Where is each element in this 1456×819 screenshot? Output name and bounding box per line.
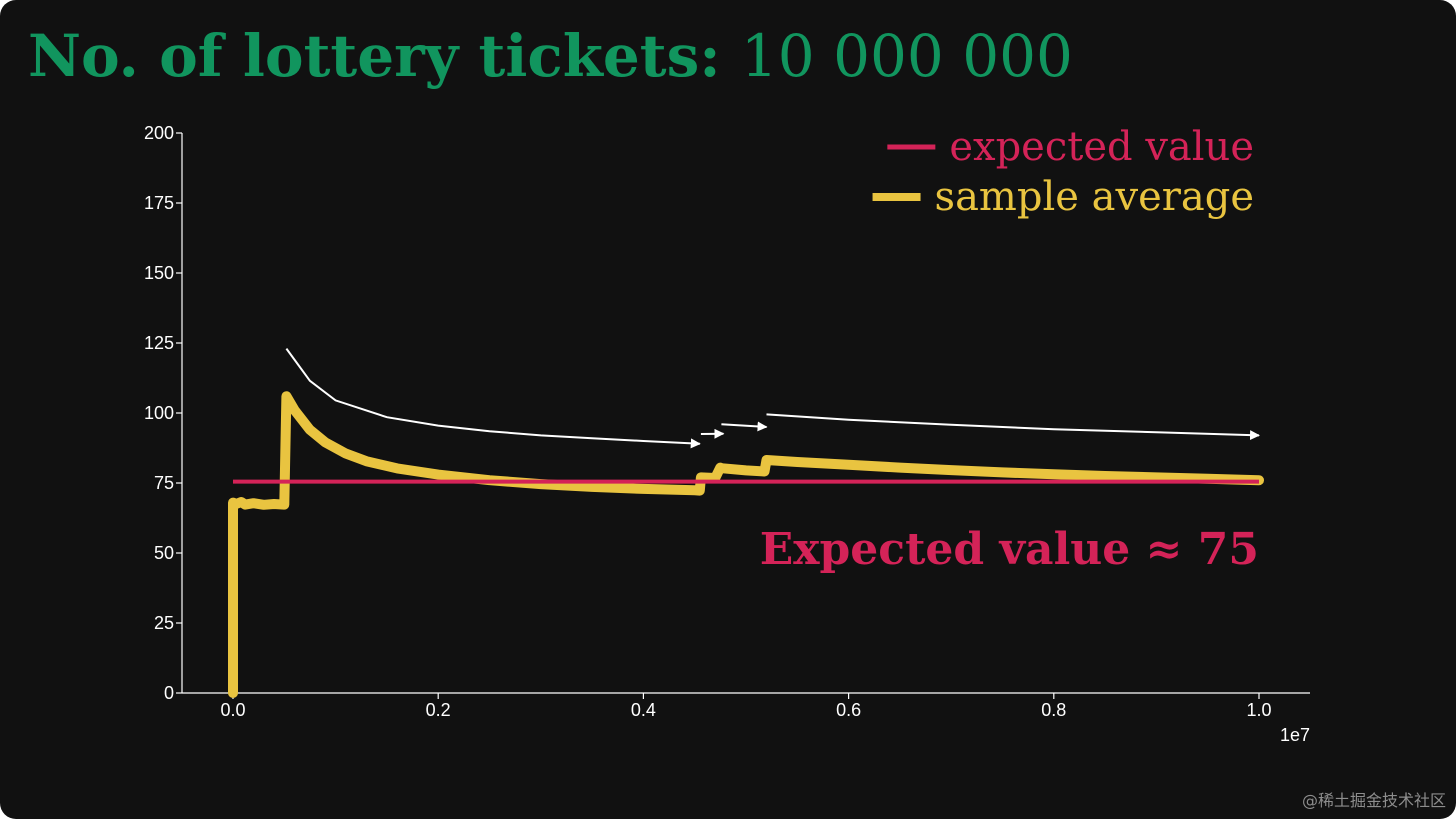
- expected-value-annotation: Expected value ≈ 75: [760, 524, 1259, 575]
- series-layer: [228, 391, 1264, 698]
- x-tick-label: 1.0: [1246, 700, 1271, 720]
- y-tick-label: 50: [154, 543, 174, 563]
- legend-label: sample average: [935, 174, 1254, 220]
- title-label: No. of lottery tickets:: [28, 22, 721, 90]
- chart-title: No. of lottery tickets: 10 000 000: [28, 16, 1073, 96]
- sample-average-line: [228, 391, 1264, 698]
- trend-arrow: [285, 348, 701, 449]
- x-tick-label: 0.0: [220, 700, 245, 720]
- trend-arrow: [766, 413, 1260, 441]
- legend-label: expected value: [949, 124, 1254, 170]
- annotations: Expected value ≈ 75: [760, 524, 1259, 575]
- x-offset-label: 1e7: [1280, 725, 1310, 745]
- watermark: @稀土掘金技术社区: [1301, 791, 1446, 810]
- y-tick-label: 25: [154, 613, 174, 633]
- y-tick-label: 125: [144, 333, 174, 353]
- x-tick-label: 0.2: [426, 700, 451, 720]
- x-tick-label: 0.4: [631, 700, 656, 720]
- y-tick-label: 75: [154, 473, 174, 493]
- y-tick-label: 100: [144, 403, 174, 423]
- trend-arrow: [721, 421, 768, 432]
- x-tick-label: 0.6: [836, 700, 861, 720]
- y-tick-label: 150: [144, 263, 174, 283]
- x-tick-label: 0.8: [1041, 700, 1066, 720]
- y-tick-label: 0: [164, 683, 174, 703]
- y-tick-label: 200: [144, 123, 174, 143]
- ticket-count: 10 000 000: [740, 22, 1073, 90]
- trend-arrows: [285, 348, 1260, 449]
- axes: 0 25 50 75 100 125 150 175 200 0.0 0.2 0.4 0.6 0.8 1.0…: [144, 123, 1310, 745]
- y-tick-label: 175: [144, 193, 174, 213]
